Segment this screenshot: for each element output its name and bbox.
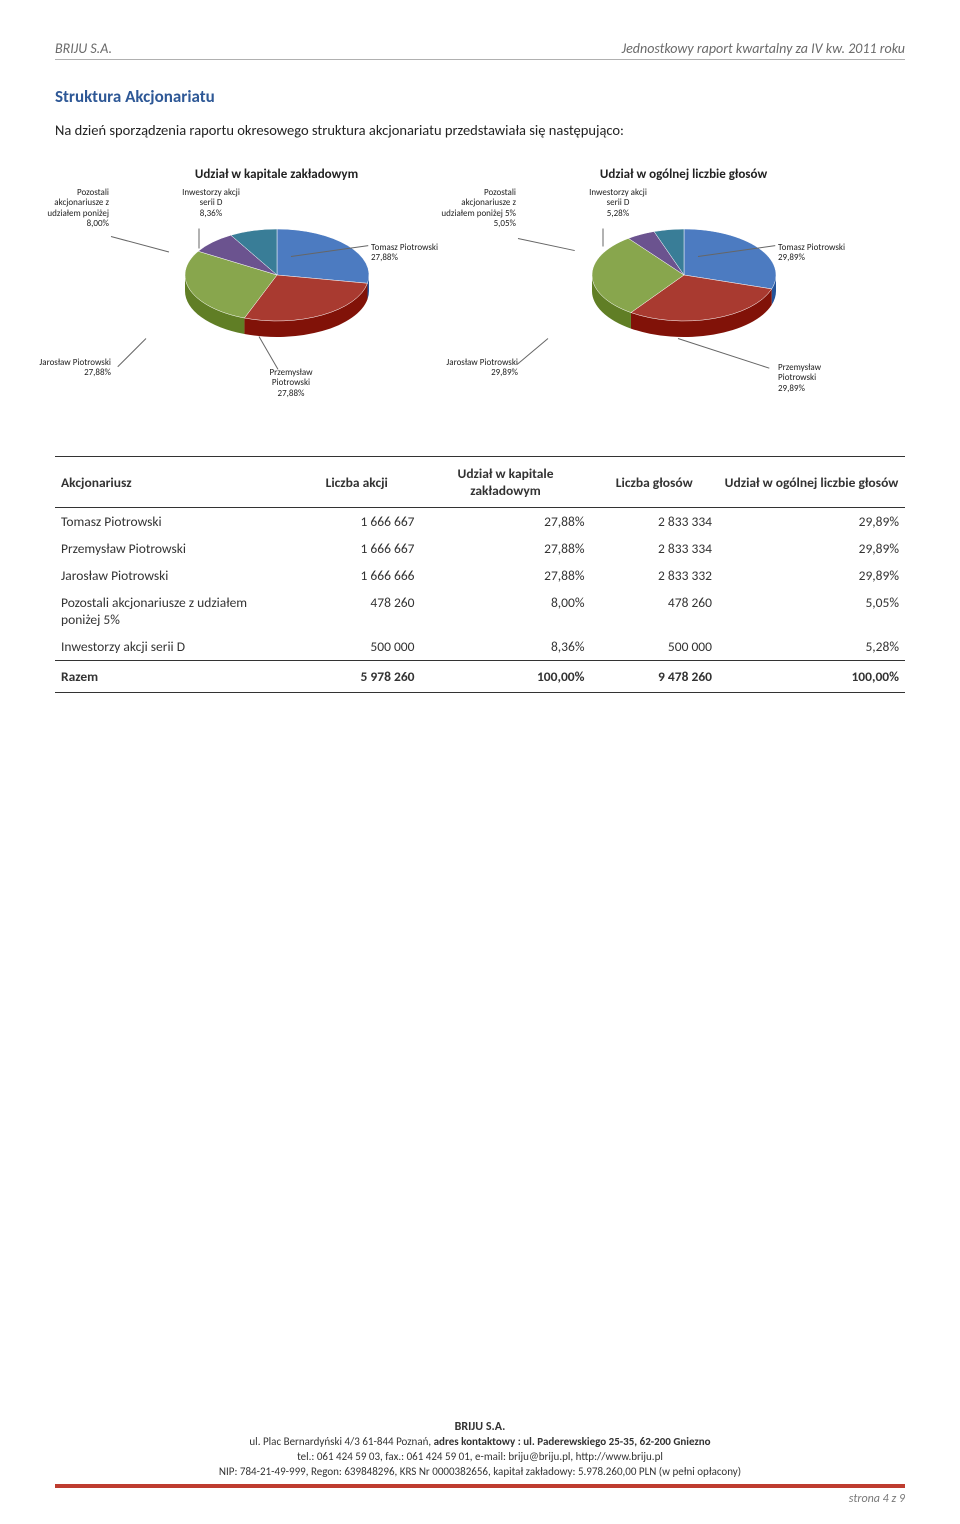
- pie-slice-label: Pozostaliakcjonariusze zudziałem poniżej…: [47, 188, 109, 229]
- table-cell: 29,89%: [718, 508, 905, 536]
- header-left: BRIJU S.A.: [55, 40, 112, 57]
- table-total-cell: 5 978 260: [293, 661, 421, 693]
- footer-content: BRIJU S.A. ul. Plac Bernardyński 4/3 61-…: [55, 1419, 905, 1480]
- table-cell: 2 833 334: [591, 535, 719, 562]
- table-cell: 8,00%: [421, 589, 591, 633]
- footer-contact: tel.: 061 424 59 03, fax.: 061 424 59 01…: [55, 1450, 905, 1465]
- chart-capital: Udział w kapitale zakładowym Tomasz Piot…: [81, 167, 472, 408]
- page-footer: BRIJU S.A. ul. Plac Bernardyński 4/3 61-…: [55, 1419, 905, 1506]
- footer-addr-bold: adres kontaktowy : ul. Paderewskiego 25-…: [434, 1435, 711, 1448]
- table-cell: 2 833 334: [591, 508, 719, 536]
- pie-slice-label: Pozostaliakcjonariusze zudziałem poniżej…: [441, 188, 516, 229]
- table-cell: 500 000: [293, 633, 421, 661]
- table-total-cell: Razem: [55, 661, 293, 693]
- leader-line: [603, 229, 604, 247]
- table-col-header: Udział w kapitale zakładowym: [421, 457, 591, 508]
- table-cell: Jarosław Piotrowski: [55, 562, 293, 589]
- charts-row: Udział w kapitale zakładowym Tomasz Piot…: [55, 167, 905, 408]
- leader-line: [111, 236, 169, 252]
- table-cell: 27,88%: [421, 562, 591, 589]
- table-cell: 1 666 666: [293, 562, 421, 589]
- table-cell: 29,89%: [718, 562, 905, 589]
- table-header-row: AkcjonariuszLiczba akcjiUdział w kapital…: [55, 457, 905, 508]
- footer-address: ul. Plac Bernardyński 4/3 61-844 Poznań,…: [55, 1435, 905, 1450]
- chart-capital-body: Tomasz Piotrowski27,88% PrzemysławPiotrow…: [81, 188, 472, 408]
- table-cell: 27,88%: [421, 508, 591, 536]
- leader-line: [199, 229, 200, 249]
- table-cell: 1 666 667: [293, 535, 421, 562]
- footer-rule: [55, 1484, 905, 1488]
- chart-votes-body: Tomasz Piotrowski29,89% PrzemysławPiotrow…: [488, 188, 879, 408]
- pie-slice-label: Inwestorzy akcjiserii D5,28%: [589, 188, 647, 219]
- table-cell: 5,28%: [718, 633, 905, 661]
- table-row: Jarosław Piotrowski1 666 66627,88%2 833 …: [55, 562, 905, 589]
- table-row: Tomasz Piotrowski1 666 66727,88%2 833 33…: [55, 508, 905, 536]
- table-col-header: Akcjonariusz: [55, 457, 293, 508]
- table-cell: 1 666 667: [293, 508, 421, 536]
- pie-slice-label: Inwestorzy akcjiserii D8,36%: [182, 188, 240, 219]
- table-col-header: Liczba głosów: [591, 457, 719, 508]
- page-number: strona 4 z 9: [55, 1492, 905, 1506]
- table-row: Przemysław Piotrowski1 666 66727,88%2 83…: [55, 535, 905, 562]
- leader-line: [518, 238, 575, 251]
- chart-votes: Udział w ogólnej liczbie głosów Tomasz P…: [488, 167, 879, 408]
- table-total-cell: 100,00%: [718, 661, 905, 693]
- footer-legal: NIP: 784-21-49-999, Regon: 639848296, KR…: [55, 1465, 905, 1480]
- table-cell: 500 000: [591, 633, 719, 661]
- pie-slice-label: Jarosław Piotrowski29,89%: [446, 358, 518, 379]
- table-cell: Inwestorzy akcji serii D: [55, 633, 293, 661]
- footer-company: BRIJU S.A.: [55, 1419, 905, 1435]
- pie-slice-label: PrzemysławPiotrowski29,89%: [778, 363, 821, 394]
- table-cell: 2 833 332: [591, 562, 719, 589]
- table-col-header: Udział w ogólnej liczbie głosów: [718, 457, 905, 508]
- pie-slice-label: Tomasz Piotrowski27,88%: [371, 243, 438, 264]
- leader-line: [117, 338, 146, 367]
- footer-addr-plain: ul. Plac Bernardyński 4/3 61-844 Poznań,: [249, 1435, 433, 1448]
- table-cell: Tomasz Piotrowski: [55, 508, 293, 536]
- page-header: BRIJU S.A. Jednostkowy raport kwartalny …: [55, 40, 905, 60]
- table-cell: Przemysław Piotrowski: [55, 535, 293, 562]
- table-cell: Pozostali akcjonariusze z udziałem poniż…: [55, 589, 293, 633]
- intro-text: Na dzień sporządzenia raportu okresowego…: [55, 121, 905, 139]
- table-cell: 478 260: [293, 589, 421, 633]
- table-cell: 29,89%: [718, 535, 905, 562]
- section-title: Struktura Akcjonariatu: [55, 86, 905, 107]
- table-total-cell: 9 478 260: [591, 661, 719, 693]
- page: BRIJU S.A. Jednostkowy raport kwartalny …: [0, 0, 960, 1524]
- table-col-header: Liczba akcji: [293, 457, 421, 508]
- table-cell: 478 260: [591, 589, 719, 633]
- table-body: Tomasz Piotrowski1 666 66727,88%2 833 33…: [55, 508, 905, 693]
- table-row: Pozostali akcjonariusze z udziałem poniż…: [55, 589, 905, 633]
- table-total-row: Razem5 978 260100,00%9 478 260100,00%: [55, 661, 905, 693]
- table-cell: 27,88%: [421, 535, 591, 562]
- pie-slice-label: PrzemysławPiotrowski27,88%: [269, 368, 312, 399]
- table-total-cell: 100,00%: [421, 661, 591, 693]
- leader-line: [517, 338, 548, 364]
- header-right: Jednostkowy raport kwartalny za IV kw. 2…: [622, 40, 905, 57]
- pie-slice-label: Jarosław Piotrowski27,88%: [39, 358, 111, 379]
- shareholders-table: AkcjonariuszLiczba akcjiUdział w kapital…: [55, 456, 905, 693]
- table-cell: 5,05%: [718, 589, 905, 633]
- table-cell: 8,36%: [421, 633, 591, 661]
- pie-slice-label: Tomasz Piotrowski29,89%: [778, 243, 845, 264]
- table-row: Inwestorzy akcji serii D500 0008,36%500 …: [55, 633, 905, 661]
